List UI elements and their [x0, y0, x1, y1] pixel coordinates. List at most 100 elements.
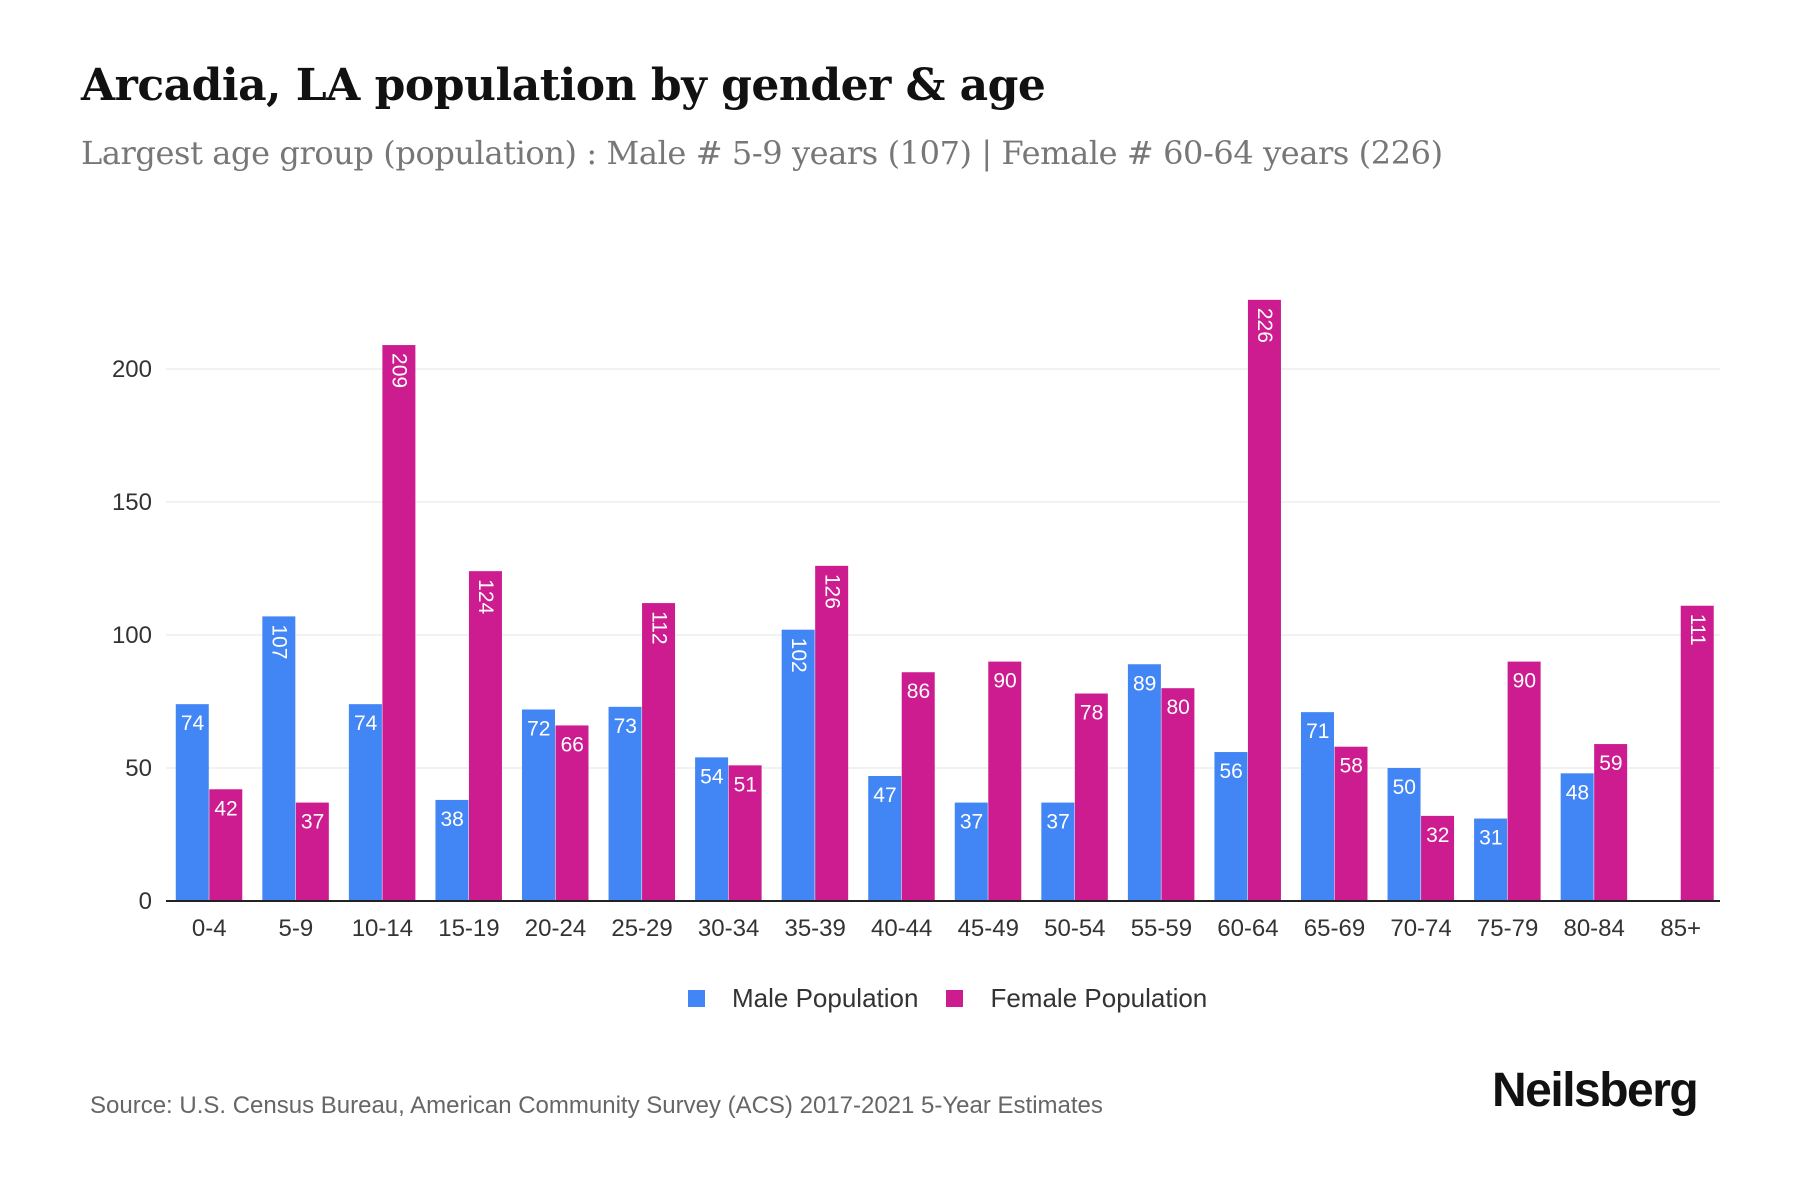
- x-axis-ticks: 0-4 5-9 10-14 15-19 20-24 25-29 30-34 35-39 40-4…: [192, 915, 1701, 942]
- female-bar[interactable]: [555, 725, 589, 901]
- x-tick-label: 30-34: [698, 915, 759, 942]
- x-tick-label: 50-54: [1044, 915, 1105, 942]
- female-bar-value-label: 112: [647, 611, 670, 644]
- male-bar[interactable]: [1301, 712, 1334, 901]
- female-bar[interactable]: [1334, 746, 1368, 901]
- male-bar[interactable]: [868, 775, 902, 901]
- female-bar[interactable]: [1594, 744, 1628, 901]
- male-bar[interactable]: [1214, 752, 1248, 901]
- male-bar[interactable]: [1387, 768, 1421, 901]
- legend-item-female[interactable]: Female Population: [946, 983, 1207, 1014]
- female-bar[interactable]: [815, 565, 849, 901]
- male-bar-value-label: 47: [873, 784, 896, 807]
- female-bar[interactable]: [468, 571, 502, 901]
- male-bar[interactable]: [954, 802, 988, 901]
- male-bar-value-label: 50: [1393, 776, 1416, 799]
- legend: Male Population Female Population: [688, 983, 1235, 1014]
- male-bar-value-label: 73: [614, 715, 637, 738]
- male-bar-value-label: 74: [181, 712, 205, 735]
- female-bar-value-label: 51: [734, 773, 757, 796]
- male-bar[interactable]: [608, 706, 642, 901]
- male-bar-value-label: 89: [1133, 672, 1156, 695]
- female-bar[interactable]: [642, 603, 676, 901]
- female-bar[interactable]: [295, 802, 329, 901]
- male-bar[interactable]: [1560, 773, 1594, 901]
- gridlines: [166, 368, 1720, 769]
- female-bar-value-label: 226: [1253, 308, 1276, 343]
- y-axis-ticks: 0 50 100 150 200: [112, 356, 152, 915]
- male-bar[interactable]: [262, 616, 296, 901]
- female-bar-value-label: 78: [1080, 702, 1103, 725]
- female-bar-value-label: 86: [907, 680, 930, 703]
- female-bar-value-label: 32: [1426, 824, 1449, 847]
- male-bar[interactable]: [175, 704, 209, 901]
- x-tick-label: 65-69: [1304, 915, 1365, 942]
- male-bar-value-label: 38: [441, 808, 464, 831]
- male-bar-value-label: 48: [1566, 781, 1589, 804]
- x-tick-label: 45-49: [958, 915, 1019, 942]
- female-bar[interactable]: [901, 672, 935, 901]
- male-bar[interactable]: [1041, 802, 1075, 901]
- female-bar[interactable]: [988, 661, 1022, 901]
- female-bar-value-label: 111: [1686, 614, 1709, 646]
- male-bar-value-label: 37: [960, 811, 983, 834]
- legend-item-male[interactable]: Male Population: [688, 983, 918, 1014]
- y-tick-label: 150: [112, 489, 152, 516]
- y-tick-label: 200: [112, 356, 152, 383]
- female-bar[interactable]: [1421, 815, 1455, 901]
- male-bar[interactable]: [348, 704, 382, 901]
- female-bar-value-label: 58: [1340, 755, 1363, 778]
- female-bar-value-label: 126: [820, 574, 843, 609]
- male-bar-value-label: 72: [527, 717, 550, 740]
- x-tick-label: 75-79: [1477, 915, 1538, 942]
- x-tick-label: 40-44: [871, 915, 932, 942]
- female-bar[interactable]: [1074, 693, 1108, 901]
- female-bar[interactable]: [1680, 605, 1714, 901]
- male-bar[interactable]: [435, 799, 469, 901]
- female-bar[interactable]: [382, 345, 416, 901]
- male-bar-value-label: 56: [1220, 760, 1243, 783]
- female-bar[interactable]: [209, 789, 243, 901]
- x-tick-label: 35-39: [784, 915, 845, 942]
- male-bar[interactable]: [781, 629, 815, 901]
- x-tick-label: 60-64: [1217, 915, 1278, 942]
- male-bar-value-label: 31: [1479, 827, 1502, 850]
- x-tick-label: 0-4: [192, 915, 227, 942]
- x-tick-label: 10-14: [352, 915, 413, 942]
- chart-subtitle: Largest age group (population) : Male # …: [81, 134, 1443, 172]
- x-tick-label: 70-74: [1390, 915, 1451, 942]
- y-tick-label: 50: [125, 755, 152, 782]
- male-bar[interactable]: [695, 757, 729, 901]
- female-bar[interactable]: [1247, 299, 1281, 902]
- male-bar[interactable]: [522, 709, 555, 901]
- x-tick-label: 55-59: [1131, 915, 1192, 942]
- legend-label-female: Female Population: [990, 983, 1208, 1013]
- source-note: Source: U.S. Census Bureau, American Com…: [90, 1092, 1103, 1119]
- male-bar-value-label: 74: [354, 712, 378, 735]
- female-bar[interactable]: [1507, 661, 1541, 901]
- x-tick-label: 20-24: [525, 915, 586, 942]
- x-tick-label: 15-19: [438, 915, 499, 942]
- chart-title: Arcadia, LA population by gender & age: [81, 60, 1046, 111]
- male-bar-value-label: 102: [787, 638, 810, 673]
- legend-label-male: Male Population: [732, 983, 919, 1013]
- female-bar-value-label: 42: [214, 797, 237, 820]
- x-tick-label: 5-9: [278, 915, 313, 942]
- female-bar-value-label: 209: [388, 353, 411, 388]
- female-bar-value-label: 90: [993, 670, 1016, 693]
- male-bar-value-label: 107: [268, 624, 291, 659]
- female-bar[interactable]: [1161, 688, 1195, 901]
- male-bar-value-label: 71: [1306, 720, 1329, 743]
- brand-logo: Neilsberg: [1492, 1064, 1699, 1117]
- bars: [175, 299, 1714, 902]
- legend-swatch-male: [688, 990, 705, 1007]
- female-bar-value-label: 66: [561, 733, 584, 756]
- male-bar[interactable]: [1127, 664, 1161, 901]
- bar-labels: 74 42 107 37 74 209 38 124 72 66 73 112 54 51 102 126 47…: [181, 308, 1709, 850]
- female-bar-value-label: 80: [1166, 696, 1189, 719]
- female-bar[interactable]: [728, 765, 762, 901]
- x-tick-label: 80-84: [1563, 915, 1624, 942]
- male-bar[interactable]: [1474, 818, 1508, 901]
- y-tick-label: 0: [139, 888, 152, 915]
